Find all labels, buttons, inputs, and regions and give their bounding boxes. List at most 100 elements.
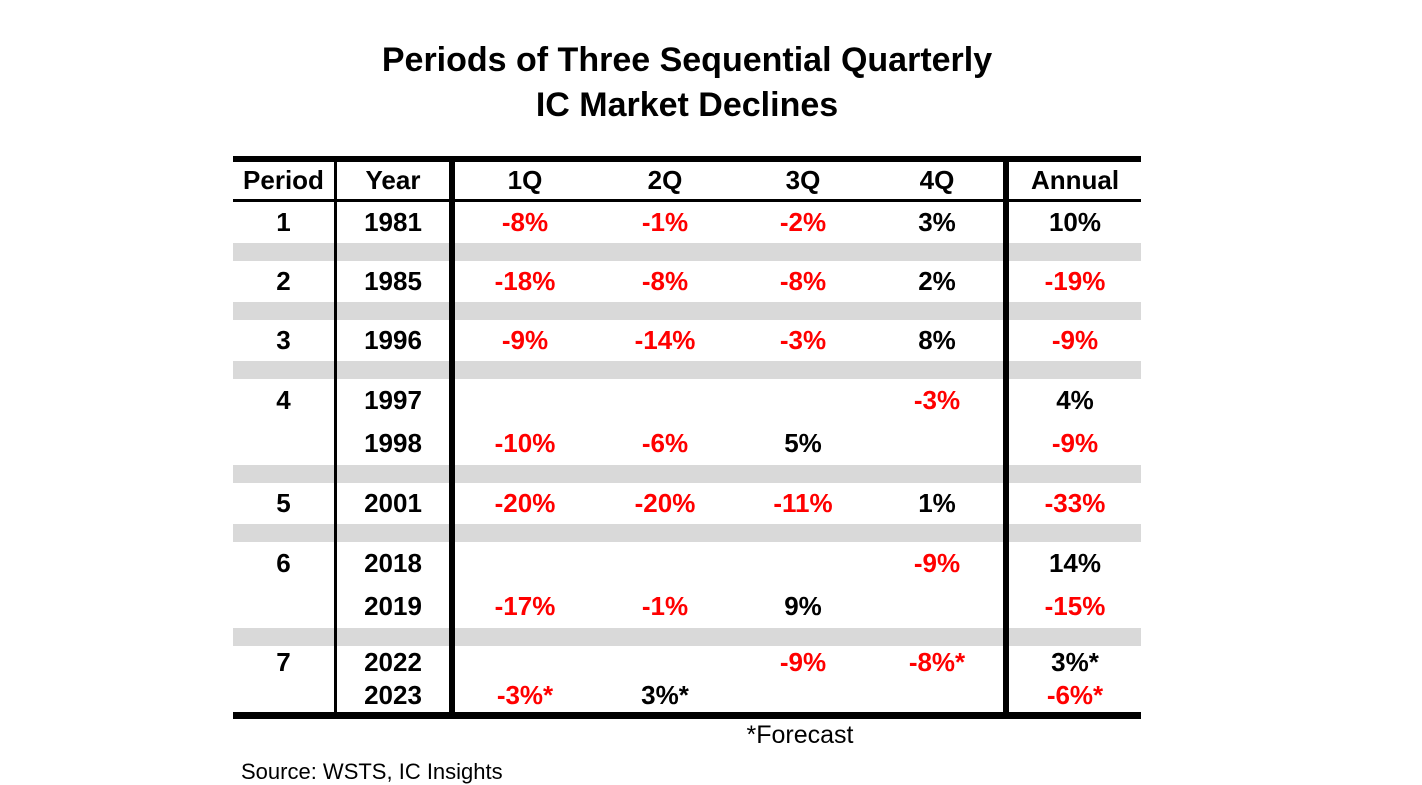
spacer-cell <box>871 524 1009 542</box>
spacer-cell <box>455 628 595 646</box>
spacer-cell <box>595 465 735 483</box>
cell-year: 2001 <box>337 483 455 524</box>
spacer-row <box>233 302 1141 320</box>
spacer-cell <box>337 628 455 646</box>
spacer-cell <box>735 361 871 379</box>
spacer-cell <box>871 361 1009 379</box>
spacer-cell <box>735 465 871 483</box>
spacer-cell <box>735 628 871 646</box>
cell-2q: -20% <box>634 488 696 518</box>
cell-3q: -2% <box>779 207 827 237</box>
table-row: 2 1985 -18% -8% -8% 2% -19% <box>233 261 1141 302</box>
spacer-cell <box>1009 465 1141 483</box>
cell-2q <box>595 646 735 679</box>
cell-period: 5 <box>233 483 337 524</box>
header-3q: 3Q <box>785 165 821 195</box>
table-row: 1998 -10% -6% 5% -9% <box>233 422 1141 465</box>
table-row: 6 2018 -9% 14% <box>233 542 1141 585</box>
table-row: 1 1981 -8% -1% -2% 3% 10% <box>233 202 1141 243</box>
spacer-cell <box>233 524 337 542</box>
spacer-cell <box>233 465 337 483</box>
cell-2q: -14% <box>634 325 696 355</box>
cell-4q <box>871 679 1009 712</box>
spacer-cell <box>595 361 735 379</box>
header-4q: 4Q <box>871 162 1009 199</box>
header-annual: Annual <box>1030 165 1120 195</box>
spacer-cell <box>455 361 595 379</box>
table-row: 5 2001 -20% -20% -11% 1% -33% <box>233 483 1141 524</box>
cell-4q <box>871 422 1009 465</box>
cell-3q: 5% <box>784 428 822 458</box>
cell-4q <box>871 585 1009 628</box>
cell-2q <box>595 542 735 585</box>
spacer-cell <box>871 302 1009 320</box>
spacer-cell <box>455 302 595 320</box>
cell-year: 2022 <box>337 646 455 679</box>
cell-1q <box>455 379 595 422</box>
cell-period: 3 <box>233 320 337 361</box>
cell-year: 2023 <box>337 679 455 712</box>
spacer-cell <box>337 361 455 379</box>
header-year: Year <box>337 162 455 199</box>
cell-4q: 1% <box>871 483 1009 524</box>
cell-2q: -8% <box>641 266 689 296</box>
cell-year: 1996 <box>337 320 455 361</box>
header-1q: 1Q <box>507 165 543 195</box>
cell-1q: -17% <box>494 591 556 621</box>
cell-period <box>233 422 337 465</box>
cell-3q <box>735 379 871 422</box>
page-title-line1: Periods of Three Sequential Quarterly <box>381 41 993 79</box>
slide: Periods of Three Sequential Quarterly IC… <box>233 38 1141 784</box>
spacer-cell <box>1009 628 1141 646</box>
cell-year: 1981 <box>337 202 455 243</box>
spacer-row <box>233 243 1141 261</box>
cell-annual: -33% <box>1044 488 1106 518</box>
cell-2q: -1% <box>641 207 689 237</box>
spacer-cell <box>337 302 455 320</box>
spacer-cell <box>735 243 871 261</box>
cell-annual: 14% <box>1048 548 1102 578</box>
spacer-cell <box>1009 361 1141 379</box>
cell-1q: -3%* <box>496 680 554 710</box>
cell-4q: 8% <box>871 320 1009 361</box>
spacer-row <box>233 361 1141 379</box>
cell-annual: -9% <box>1051 325 1099 355</box>
spacer-cell <box>871 243 1009 261</box>
table-row: 7 2022 -9% -8%* 3%* <box>233 646 1141 679</box>
cell-year: 2019 <box>337 585 455 628</box>
spacer-cell <box>337 524 455 542</box>
cell-annual: -9% <box>1051 428 1099 458</box>
forecast-footnote: *Forecast <box>746 721 854 749</box>
header-period: Period <box>233 162 337 199</box>
cell-period: 6 <box>233 542 337 585</box>
cell-4q: -8%* <box>871 646 1009 679</box>
spacer-cell <box>233 302 337 320</box>
cell-1q: -9% <box>501 325 549 355</box>
cell-1q: -8% <box>501 207 549 237</box>
cell-1q <box>455 542 595 585</box>
table-row: 2019 -17% -1% 9% -15% <box>233 585 1141 628</box>
spacer-cell <box>1009 524 1141 542</box>
cell-3q: -11% <box>773 488 833 518</box>
cell-annual: 3%* <box>1051 647 1099 677</box>
source-attribution: Source: WSTS, IC Insights <box>241 759 503 784</box>
spacer-cell <box>1009 243 1141 261</box>
spacer-row <box>233 524 1141 542</box>
cell-period: 1 <box>233 202 337 243</box>
table-row: 4 1997 -3% 4% <box>233 379 1141 422</box>
spacer-cell <box>233 628 337 646</box>
cell-year: 1998 <box>337 422 455 465</box>
cell-annual: -15% <box>1044 591 1106 621</box>
cell-2q <box>595 379 735 422</box>
cell-annual: 4% <box>1056 385 1094 415</box>
table-header-row: Period Year 1Q 2Q 3Q 4Q Annual <box>233 162 1141 202</box>
cell-4q: 3% <box>871 202 1009 243</box>
spacer-row <box>233 465 1141 483</box>
cell-2q: 3%* <box>641 680 689 710</box>
cell-1q: -18% <box>494 266 556 296</box>
cell-3q: -9% <box>779 647 827 677</box>
cell-annual: 10% <box>1048 207 1102 237</box>
spacer-cell <box>1009 302 1141 320</box>
cell-annual: -6%* <box>1046 680 1104 710</box>
page-title: Periods of Three Sequential Quarterly IC… <box>233 38 1141 128</box>
